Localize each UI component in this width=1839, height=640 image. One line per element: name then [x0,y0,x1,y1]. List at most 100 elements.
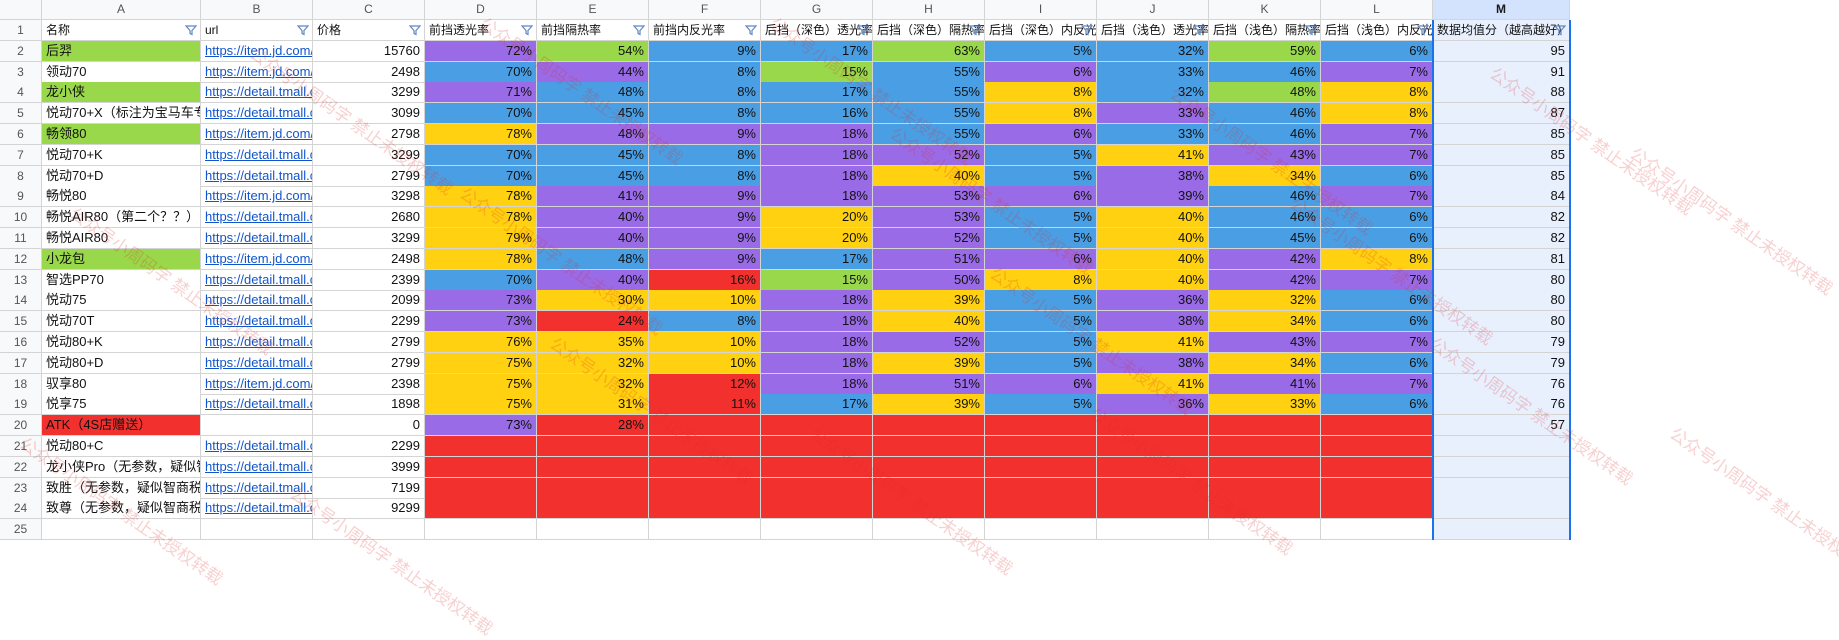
metric-cell[interactable] [761,456,873,478]
column-header-j[interactable]: J [1097,0,1209,20]
metric-cell[interactable]: 24% [537,311,649,333]
metric-cell[interactable]: 9% [649,228,761,249]
metric-cell[interactable]: 16% [761,103,873,125]
metric-cell[interactable]: 41% [1097,373,1209,395]
column-header-k[interactable]: K [1209,0,1321,20]
price-cell[interactable]: 2498 [313,61,425,83]
metric-cell[interactable]: 6% [1321,165,1433,187]
empty-cell[interactable] [761,519,873,541]
metric-cell[interactable]: 46% [1209,124,1321,145]
metric-cell[interactable]: 40% [537,207,649,229]
score-cell[interactable]: 79 [1433,352,1570,374]
metric-cell[interactable]: 75% [425,373,537,395]
metric-cell[interactable]: 46% [1209,103,1321,125]
row-number[interactable]: 12 [0,248,42,270]
metric-cell[interactable]: 8% [985,82,1097,104]
price-cell[interactable]: 15760 [313,40,425,62]
price-cell[interactable]: 2799 [313,332,425,353]
metric-cell[interactable] [1321,456,1433,478]
price-cell[interactable]: 3099 [313,103,425,125]
metric-cell[interactable]: 75% [425,352,537,374]
metric-cell[interactable]: 51% [873,373,985,395]
metric-cell[interactable] [985,477,1097,499]
score-cell[interactable]: 76 [1433,373,1570,395]
url-link[interactable]: https://detail.tmall.com/i [201,165,313,187]
score-cell[interactable]: 57 [1433,415,1570,437]
metric-cell[interactable]: 8% [1321,248,1433,270]
metric-cell[interactable]: 18% [761,165,873,187]
metric-cell[interactable]: 10% [649,332,761,353]
column-title[interactable]: 后挡（浅色）内反光 [1321,20,1433,41]
metric-cell[interactable]: 6% [1321,207,1433,229]
score-cell[interactable]: 88 [1433,82,1570,104]
metric-cell[interactable]: 18% [761,124,873,145]
column-header-m[interactable]: M [1433,0,1570,20]
metric-cell[interactable]: 7% [1321,61,1433,83]
metric-cell[interactable] [649,498,761,520]
product-name-cell[interactable]: 小龙包 [42,248,201,270]
score-cell[interactable] [1433,498,1570,520]
metric-cell[interactable]: 33% [1209,394,1321,416]
metric-cell[interactable] [425,477,537,499]
row-number[interactable]: 11 [0,228,42,249]
column-title[interactable]: 后挡（深色）隔热率 [873,20,985,41]
metric-cell[interactable]: 31% [537,394,649,416]
url-link[interactable]: https://detail.tmall.com/i [201,311,313,333]
metric-cell[interactable] [1097,436,1209,457]
metric-cell[interactable] [649,436,761,457]
metric-cell[interactable]: 7% [1321,269,1433,291]
column-title[interactable]: 后挡（深色）内反光 [985,20,1097,41]
metric-cell[interactable] [1209,477,1321,499]
metric-cell[interactable]: 46% [1209,207,1321,229]
metric-cell[interactable]: 53% [873,186,985,208]
row-number[interactable]: 10 [0,207,42,229]
filter-icon[interactable] [185,24,197,36]
metric-cell[interactable]: 5% [985,394,1097,416]
metric-cell[interactable]: 63% [873,40,985,62]
metric-cell[interactable] [1321,415,1433,437]
price-cell[interactable]: 1898 [313,394,425,416]
metric-cell[interactable]: 55% [873,61,985,83]
url-link[interactable]: https://item.jd.com/7417 [201,61,313,83]
price-cell[interactable]: 2398 [313,373,425,395]
score-cell[interactable]: 80 [1433,311,1570,333]
metric-cell[interactable]: 9% [649,124,761,145]
product-name-cell[interactable]: 悦动75 [42,290,201,312]
metric-cell[interactable] [873,477,985,499]
metric-cell[interactable]: 40% [537,228,649,249]
metric-cell[interactable]: 33% [1097,103,1209,125]
metric-cell[interactable] [985,498,1097,520]
price-cell[interactable]: 2498 [313,248,425,270]
metric-cell[interactable]: 50% [873,269,985,291]
filter-icon[interactable] [1417,24,1429,36]
metric-cell[interactable]: 5% [985,352,1097,374]
row-number[interactable]: 4 [0,82,42,104]
url-link[interactable]: https://detail.tmall.com/i [201,207,313,229]
column-title[interactable]: 名称 [42,20,201,41]
metric-cell[interactable]: 6% [1321,311,1433,333]
metric-cell[interactable]: 78% [425,248,537,270]
metric-cell[interactable]: 15% [761,269,873,291]
price-cell[interactable]: 9299 [313,498,425,520]
metric-cell[interactable]: 40% [537,269,649,291]
metric-cell[interactable]: 48% [537,82,649,104]
url-link[interactable]: https://item.jd.com/1000 [201,373,313,395]
url-link[interactable]: https://detail.tmall.com/i [201,456,313,478]
metric-cell[interactable] [873,498,985,520]
metric-cell[interactable]: 52% [873,332,985,353]
product-name-cell[interactable]: 智选PP70 [42,269,201,291]
metric-cell[interactable]: 8% [649,165,761,187]
filter-icon[interactable] [297,24,309,36]
metric-cell[interactable]: 16% [649,269,761,291]
metric-cell[interactable]: 55% [873,82,985,104]
price-cell[interactable]: 3299 [313,228,425,249]
score-cell[interactable]: 79 [1433,332,1570,353]
metric-cell[interactable]: 11% [649,394,761,416]
row-number[interactable]: 23 [0,477,42,499]
url-link[interactable]: https://detail.tmall.com/i [201,269,313,291]
price-cell[interactable]: 3299 [313,82,425,104]
metric-cell[interactable]: 35% [537,332,649,353]
metric-cell[interactable]: 8% [649,144,761,166]
row-number[interactable]: 19 [0,394,42,416]
empty-cell[interactable] [985,519,1097,541]
